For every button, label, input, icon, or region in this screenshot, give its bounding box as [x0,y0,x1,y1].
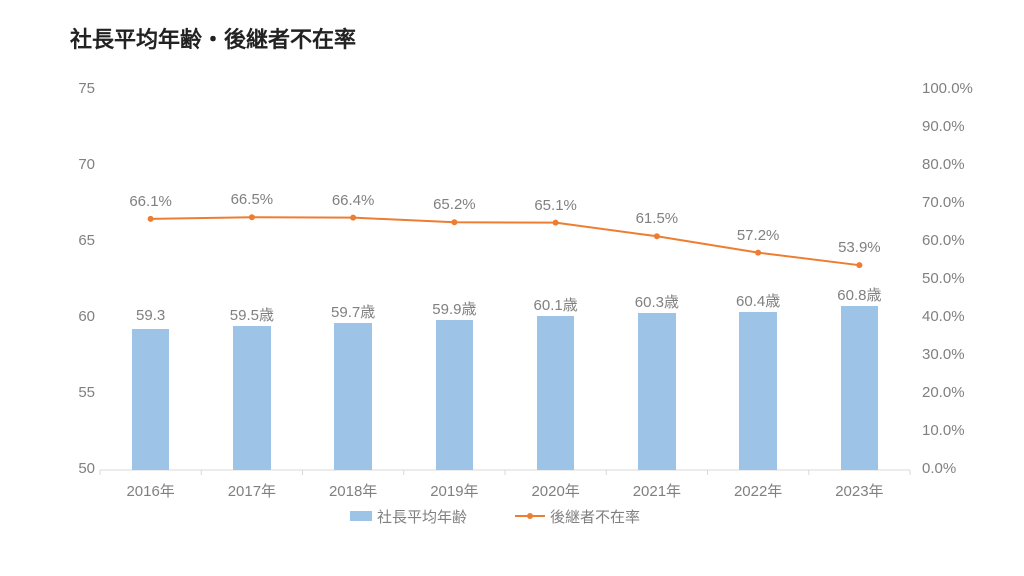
bar [739,312,776,470]
y-left-tick: 55 [55,384,95,401]
line-label: 61.5% [627,210,687,227]
bar-label: 60.4歳 [723,290,793,311]
legend-swatch-bar [350,511,372,521]
bar [334,323,371,470]
x-category: 2020年 [526,480,586,501]
legend-label-line: 後継者不在率 [550,506,640,527]
bar [638,313,675,470]
y-right-tick: 80.0% [922,156,965,173]
bar-label: 60.8歳 [824,284,894,305]
y-right-tick: 100.0% [922,80,973,97]
x-category: 2021年 [627,480,687,501]
y-left-tick: 75 [55,80,95,97]
y-right-tick: 70.0% [922,194,965,211]
y-right-tick: 10.0% [922,422,965,439]
x-category: 2023年 [829,480,889,501]
line-label: 66.5% [222,191,282,208]
y-left-tick: 70 [55,156,95,173]
bar-label: 59.3 [116,307,186,324]
bar-label: 60.3歳 [622,291,692,312]
line-label: 65.2% [424,196,484,213]
line-label: 66.1% [121,193,181,210]
bar [436,320,473,470]
y-right-tick: 50.0% [922,270,965,287]
y-left-tick: 65 [55,232,95,249]
x-category: 2018年 [323,480,383,501]
bar [233,326,270,470]
y-left-tick: 50 [55,460,95,477]
legend-label-bar: 社長平均年齢 [377,506,467,527]
y-right-tick: 60.0% [922,232,965,249]
bar-label: 59.5歳 [217,304,287,325]
y-right-tick: 90.0% [922,118,965,135]
x-category: 2017年 [222,480,282,501]
bar-label: 60.1歳 [521,294,591,315]
x-category: 2016年 [121,480,181,501]
y-right-tick: 40.0% [922,308,965,325]
line-label: 57.2% [728,227,788,244]
bar [537,316,574,470]
y-right-tick: 30.0% [922,346,965,363]
x-category: 2019年 [424,480,484,501]
line-label: 66.4% [323,192,383,209]
y-left-tick: 60 [55,308,95,325]
x-category: 2022年 [728,480,788,501]
y-right-tick: 0.0% [922,460,956,477]
line-label: 53.9% [829,239,889,256]
bar-label: 59.9歳 [419,298,489,319]
y-right-tick: 20.0% [922,384,965,401]
chart-title: 社長平均年齢・後継者不在率 [70,22,356,54]
bar-label: 59.7歳 [318,301,388,322]
line-label: 65.1% [526,197,586,214]
bar [841,306,878,470]
bar [132,329,169,470]
